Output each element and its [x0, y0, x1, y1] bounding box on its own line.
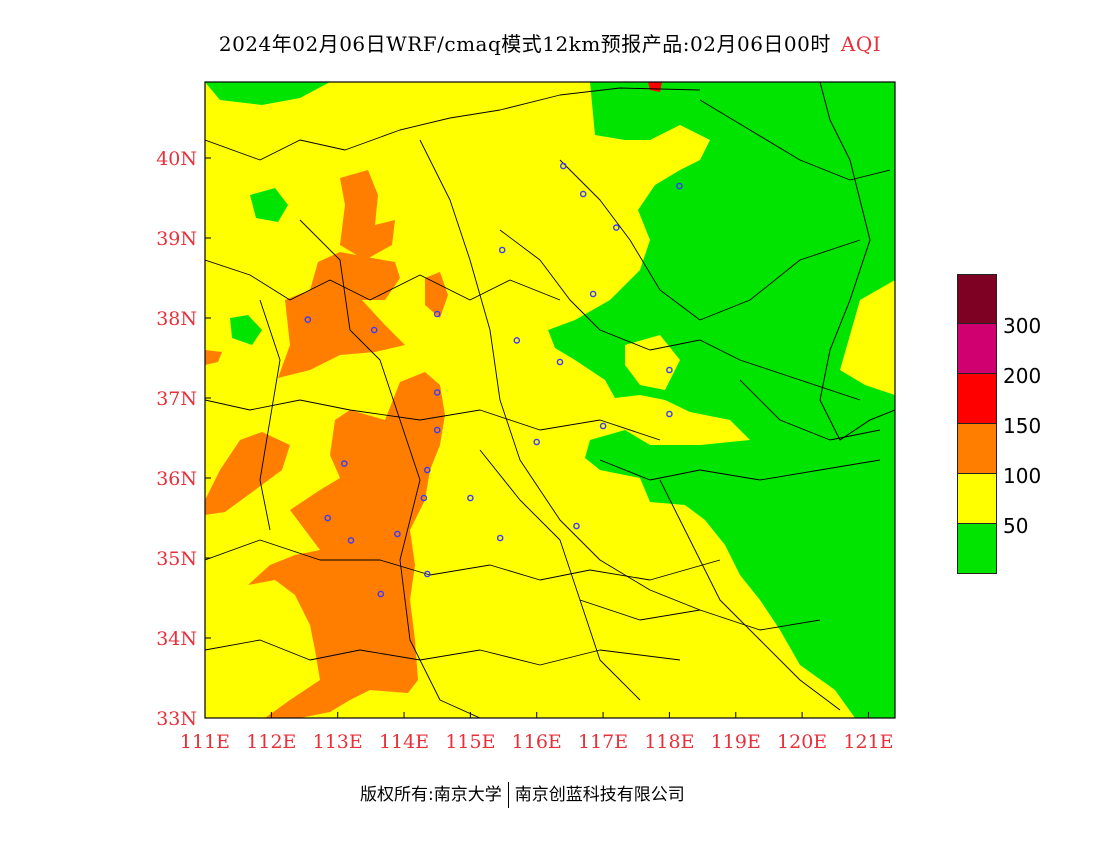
color-legend: 300 200 150 100 50 [957, 274, 1041, 574]
city-marker [347, 537, 355, 544]
boundary-line [559, 159, 861, 321]
city-marker [533, 438, 541, 446]
title-main: 2024年02月06日WRF/cmaq模式12km预报产品:02月06日00时 [218, 32, 831, 56]
city-marker [556, 358, 564, 366]
usg-area-central [278, 252, 405, 378]
city-marker [589, 290, 597, 298]
boundary-line [699, 99, 891, 181]
city-marker [666, 410, 673, 418]
city-marker [579, 190, 587, 198]
city-marker [666, 366, 673, 374]
legend-label-300: 300 [1003, 314, 1042, 338]
boundary-line [205, 539, 721, 581]
copyright-left: 版权所有:南京大学 [360, 785, 502, 805]
city-marker [423, 570, 431, 578]
city-marker [496, 534, 504, 542]
map-field [205, 82, 895, 718]
y-tick-label: 40N [156, 148, 197, 170]
boundary-line [499, 229, 861, 401]
city-marker [613, 224, 620, 231]
city-marker [420, 494, 428, 502]
y-tick-label: 39N [156, 228, 197, 250]
x-tick-label: 121E [843, 731, 893, 753]
copyright-divider [507, 782, 509, 808]
city-marker [560, 162, 567, 170]
x-tick-label: 112E [246, 731, 296, 753]
usg-area-small [425, 272, 448, 318]
city-marker [433, 426, 441, 434]
city-marker [304, 316, 312, 323]
city-marker [513, 337, 521, 344]
moderate-patch [625, 335, 680, 390]
page-title: 2024年02月06日WRF/cmaq模式12km预报产品:02月06日00时 A… [0, 28, 1100, 57]
x-tick-label: 120E [777, 731, 827, 753]
usg-area-south [248, 372, 445, 718]
boundary-line [599, 459, 881, 481]
copyright-right: 南京创蓝科技有限公司 [514, 785, 685, 805]
y-tick-label: 33N [156, 708, 197, 730]
boundary-line [205, 87, 701, 161]
city-marker [433, 389, 441, 396]
good-area-patch [250, 188, 288, 222]
city-marker [340, 460, 348, 467]
boundary-line [205, 259, 561, 301]
city-marker [433, 310, 441, 318]
city-marker [377, 590, 385, 598]
legend-swatch-unhealthy [957, 374, 997, 424]
legend-swatch-usg [957, 424, 997, 474]
city-marker [599, 422, 607, 430]
x-tick-label: 118E [644, 731, 694, 753]
x-tick-label: 115E [445, 731, 495, 753]
city-marker [498, 246, 506, 254]
legend-swatch-very-unhealthy [957, 324, 997, 374]
boundary-line [579, 599, 821, 631]
legend-label-100: 100 [1003, 464, 1042, 488]
boundary-line [205, 639, 681, 666]
legend-label-150: 150 [1003, 414, 1042, 438]
boundary-line [659, 479, 841, 711]
y-tick-label: 37N [156, 388, 197, 410]
boundary-line [299, 219, 481, 718]
city-marker [423, 466, 431, 474]
boundary-line [205, 399, 661, 441]
city-marker [394, 530, 401, 538]
good-area-nw [205, 82, 330, 105]
x-tick-label: 119E [711, 731, 761, 753]
unhealthy-spot [648, 82, 662, 92]
boundary-line [479, 449, 641, 701]
x-tick-label: 111E [180, 731, 230, 753]
y-tick-label: 38N [156, 308, 197, 330]
city-marker [676, 182, 683, 190]
good-area-patch [230, 315, 262, 345]
legend-swatch-good [957, 524, 997, 574]
x-tick-label: 114E [379, 731, 429, 753]
map-frame [204, 81, 896, 719]
title-variable: AQI [840, 32, 882, 56]
moderate-patch-east [840, 280, 895, 395]
legend-swatch-moderate [957, 474, 997, 524]
x-tick-label: 116E [512, 731, 562, 753]
city-marker [467, 494, 474, 502]
copyright-footer: 版权所有:南京大学 南京创蓝科技有限公司 [360, 780, 685, 808]
boundary-line [419, 139, 701, 611]
legend-label-200: 200 [1003, 364, 1042, 388]
city-marker [573, 522, 580, 530]
legend-swatch-hazardous [957, 274, 997, 324]
x-tick-label: 113E [313, 731, 363, 753]
boundary-line [259, 299, 281, 531]
x-tick-label: 117E [578, 731, 628, 753]
usg-area-north [340, 170, 395, 260]
coastline [819, 82, 895, 441]
boundary-line [739, 379, 881, 441]
good-area-east [548, 82, 895, 718]
y-tick-label: 36N [156, 468, 197, 490]
city-marker [324, 514, 332, 522]
usg-area-edge [205, 350, 222, 365]
city-marker [370, 326, 378, 334]
y-tick-label: 35N [156, 548, 197, 570]
usg-area-west [205, 432, 290, 515]
legend-label-50: 50 [1003, 514, 1029, 538]
y-tick-label: 34N [156, 628, 197, 650]
